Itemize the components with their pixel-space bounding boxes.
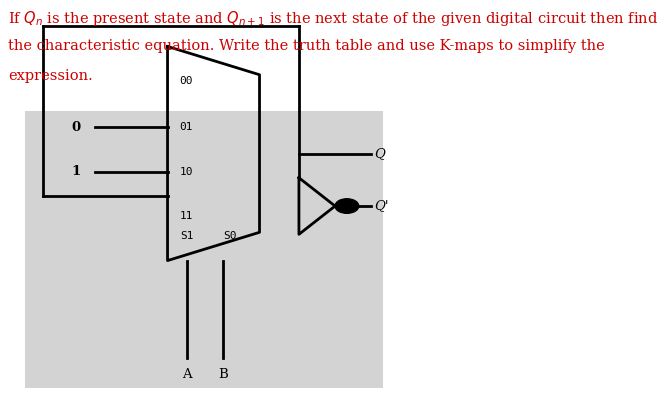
Text: S0: S0 [223,231,237,241]
Text: 01: 01 [179,122,193,132]
Circle shape [335,199,359,213]
Text: S1: S1 [181,231,194,241]
Text: the characteristic equation. Write the truth table and use K-maps to simplify th: the characteristic equation. Write the t… [8,39,604,53]
Text: Q': Q' [374,200,389,213]
Text: 0: 0 [72,121,81,134]
Text: 11: 11 [179,211,193,221]
Text: 00: 00 [179,76,193,86]
Text: A: A [183,368,192,381]
Text: Q: Q [374,147,386,160]
Text: B: B [219,368,228,381]
Text: expression.: expression. [8,69,93,84]
Text: 10: 10 [179,167,193,177]
Text: If $Q_n$ is the present state and $Q_{n+1}$ is the next state of the given digit: If $Q_n$ is the present state and $Q_{n+… [8,9,657,28]
Bar [25,111,383,388]
Text: 1: 1 [72,165,81,178]
